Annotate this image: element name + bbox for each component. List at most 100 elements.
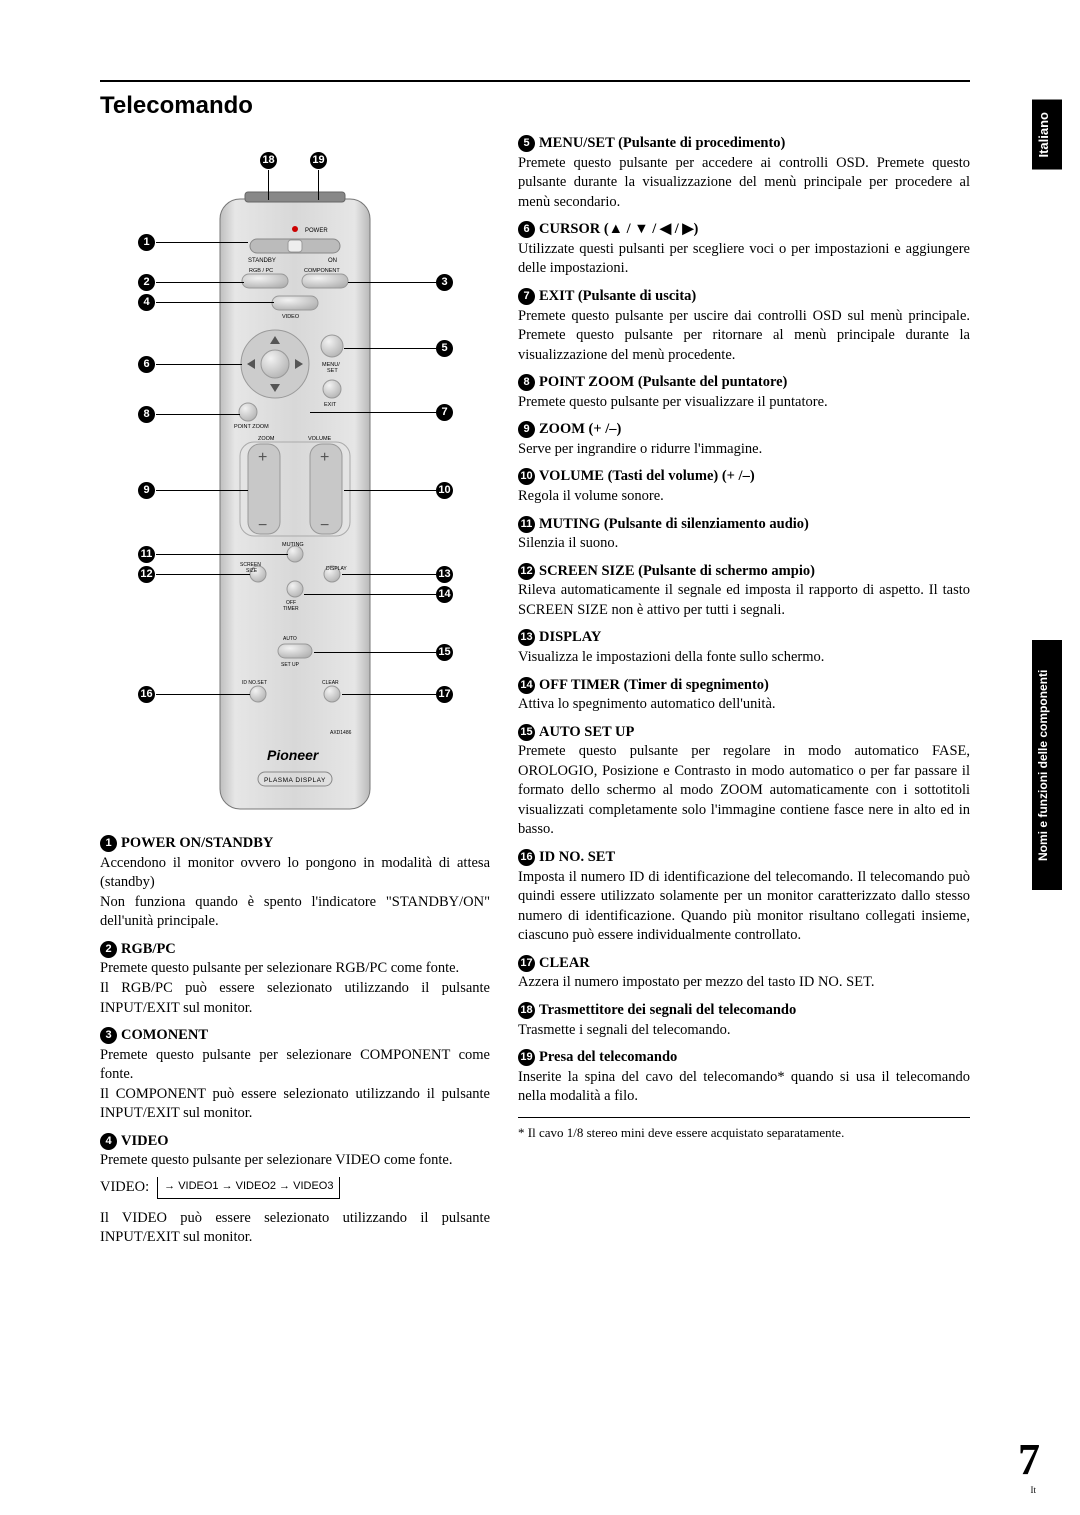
callout-line — [268, 170, 269, 200]
desc-item-head: 12SCREEN SIZE (Pulsante di schermo ampio… — [518, 562, 970, 582]
desc-item-number: 15 — [518, 724, 535, 741]
desc-item-11: 11MUTING (Pulsante di silenziamento audi… — [518, 515, 970, 554]
callout-4: 4 — [138, 294, 155, 311]
svg-text:SET: SET — [327, 368, 338, 374]
svg-text:POINT ZOOM: POINT ZOOM — [234, 424, 269, 430]
desc-item-number: 19 — [518, 1049, 535, 1066]
desc-item-title: ID NO. SET — [539, 849, 615, 865]
desc-item-title: Trasmettitore dei segnali del telecomand… — [539, 1002, 796, 1018]
callout-line — [156, 490, 248, 491]
rule-top — [100, 80, 970, 82]
callout-line — [156, 694, 250, 695]
page-title: Telecomando — [100, 92, 970, 120]
desc-item-head: 10VOLUME (Tasti del volume) (+ /–) — [518, 467, 970, 487]
desc-item-body: Regola il volume sonore. — [518, 487, 970, 507]
desc-item-1: 1POWER ON/STANDBY Accendono il monitor ov… — [100, 834, 490, 932]
callout-line — [304, 594, 436, 595]
desc-item-18: 18Trasmettitore dei segnali del telecoma… — [518, 1001, 970, 1040]
desc-item-body: Serve per ingrandire o ridurre l'immagin… — [518, 440, 970, 460]
footnote-rule — [518, 1117, 970, 1118]
desc-item-number: 14 — [518, 677, 535, 694]
desc-item-body: Premete questo pulsante per selezionare … — [100, 1151, 490, 1171]
desc-item-title: Presa del telecomando — [539, 1049, 677, 1065]
callout-5: 5 — [436, 340, 453, 357]
desc-item-head: 14OFF TIMER (Timer di spegnimento) — [518, 676, 970, 696]
callout-9: 9 — [138, 482, 155, 499]
callout-line — [156, 302, 274, 303]
desc-item-2: 2RGB/PCPremete questo pulsante per selez… — [100, 940, 490, 1018]
desc-item-head: 4VIDEO — [100, 1132, 490, 1152]
callout-line — [344, 490, 436, 491]
svg-text:ID NO.SET: ID NO.SET — [242, 680, 267, 686]
desc-item-number: 3 — [100, 1027, 117, 1044]
desc-item-5: 5MENU/SET (Pulsante di procedimento)Prem… — [518, 134, 970, 212]
desc-item-body: Premete questo pulsante per regolare in … — [518, 742, 970, 840]
desc-item-number: 9 — [518, 421, 535, 438]
callout-line — [344, 348, 436, 349]
video-chain: → VIDEO1 → VIDEO2 → VIDEO3 — [157, 1177, 340, 1199]
desc-item-body: Il VIDEO può essere selezionato utilizza… — [100, 1209, 490, 1248]
svg-text:POWER: POWER — [305, 228, 328, 234]
desc-item-title: AUTO SET UP — [539, 724, 634, 740]
desc-item-number: 1 — [100, 835, 117, 852]
desc-item-body: Premete questo pulsante per visualizzare… — [518, 393, 970, 413]
desc-item-body: Visualizza le impostazioni della fonte s… — [518, 648, 970, 668]
callout-line — [156, 554, 288, 555]
desc-item-title: SCREEN SIZE (Pulsante di schermo ampio) — [539, 563, 815, 579]
desc-item-4: 4VIDEOPremete questo pulsante per selezi… — [100, 1132, 490, 1248]
desc-item-title: VOLUME (Tasti del volume) (+ /–) — [539, 468, 755, 484]
desc-item-head: 19Presa del telecomando — [518, 1048, 970, 1068]
desc-item-number: 17 — [518, 955, 535, 972]
callout-14: 14 — [436, 586, 453, 603]
callout-3: 3 — [436, 274, 453, 291]
desc-item-3: 3COMONENTPremete questo pulsante per sel… — [100, 1026, 490, 1124]
svg-text:Pioneer: Pioneer — [267, 747, 320, 763]
desc-item-body: Premete questo pulsante per uscire dai c… — [518, 307, 970, 366]
desc-item-body: Trasmette i segnali del telecomando. — [518, 1021, 970, 1041]
side-tab-language: Italiano — [1032, 100, 1062, 170]
desc-item-title: POWER ON/STANDBY — [121, 835, 273, 851]
desc-item-body: Non funziona quando è spento l'indicator… — [100, 893, 490, 932]
desc-item-title: CURSOR (▲ / ▼ / ◀ / ▶) — [539, 221, 698, 237]
svg-text:SET UP: SET UP — [281, 662, 300, 668]
svg-text:DISPLAY: DISPLAY — [326, 566, 347, 572]
desc-item-number: 18 — [518, 1002, 535, 1019]
callout-line — [156, 574, 250, 575]
desc-item-head: 7EXIT (Pulsante di uscita) — [518, 287, 970, 307]
side-tab-section: Nomi e funzioni delle componenti — [1032, 640, 1062, 890]
desc-item-13: 13DISPLAYVisualizza le impostazioni dell… — [518, 628, 970, 667]
desc-item-title: RGB/PC — [121, 941, 176, 957]
svg-text:MUTING: MUTING — [282, 542, 304, 548]
desc-item-10: 10VOLUME (Tasti del volume) (+ /–)Regola… — [518, 467, 970, 506]
columns: 18 19 — [100, 134, 970, 1256]
desc-item-body: Il COMPONENT può essere selezionato util… — [100, 1085, 490, 1124]
desc-item-body: Accendono il monitor ovvero lo pongono i… — [100, 854, 490, 893]
svg-text:ON: ON — [328, 258, 337, 264]
svg-text:−: − — [258, 517, 267, 534]
svg-text:PLASMA DISPLAY: PLASMA DISPLAY — [264, 777, 326, 784]
callout-line — [156, 242, 248, 243]
page-number: 7 — [1018, 1434, 1040, 1485]
desc-item-body: Il RGB/PC può essere selezionato utilizz… — [100, 979, 490, 1018]
desc-item-body: Imposta il numero ID di identificazione … — [518, 868, 970, 946]
video-chain-row: VIDEO:→ VIDEO1 → VIDEO2 → VIDEO3 — [100, 1177, 490, 1199]
desc-item-title: MENU/SET (Pulsante di procedimento) — [539, 135, 785, 151]
desc-item-14: 14OFF TIMER (Timer di spegnimento)Attiva… — [518, 676, 970, 715]
desc-item-body: Azzera il numero impostato per mezzo del… — [518, 973, 970, 993]
svg-text:+: + — [258, 449, 267, 466]
svg-text:AXD1486: AXD1486 — [330, 730, 352, 736]
callout-13: 13 — [436, 566, 453, 583]
desc-item-17: 17CLEARAzzera il numero impostato per me… — [518, 954, 970, 993]
callout-19: 19 — [310, 152, 327, 169]
desc-item-number: 7 — [518, 288, 535, 305]
desc-item-title: COMONENT — [121, 1027, 208, 1043]
desc-item-title: POINT ZOOM (Pulsante del puntatore) — [539, 374, 787, 390]
desc-item-title: VIDEO — [121, 1133, 169, 1149]
desc-item-title: OFF TIMER (Timer di spegnimento) — [539, 677, 769, 693]
right-items: 5MENU/SET (Pulsante di procedimento)Prem… — [518, 134, 970, 1107]
svg-text:+: + — [320, 449, 329, 466]
desc-item-head: 16ID NO. SET — [518, 848, 970, 868]
callout-line — [342, 694, 436, 695]
svg-text:STANDBY: STANDBY — [248, 258, 276, 264]
callout-line — [156, 282, 244, 283]
